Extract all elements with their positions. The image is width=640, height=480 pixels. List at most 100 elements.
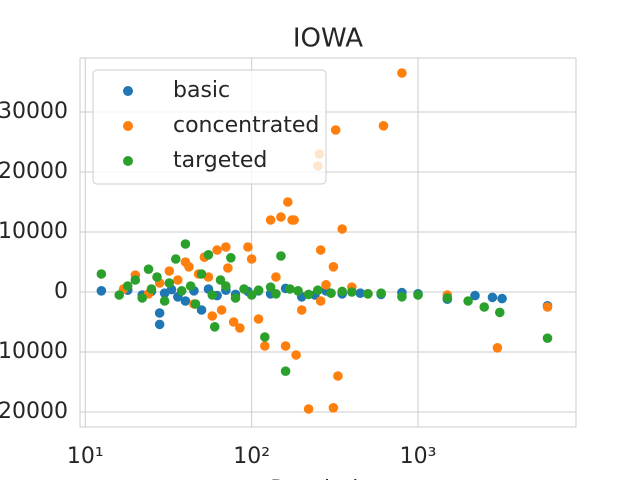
scatter-point [289, 215, 299, 225]
scatter-point [196, 305, 207, 315]
scatter-point [190, 299, 201, 309]
y-tick-label: 30000 [0, 99, 68, 124]
scatter-point [130, 275, 141, 285]
scatter-point [173, 275, 183, 285]
scatter-point [296, 305, 307, 315]
scatter-point [265, 282, 276, 293]
x-tick-label: 10¹ [67, 444, 104, 469]
scatter-point [363, 289, 373, 299]
scatter-point [246, 290, 257, 300]
scatter-point [303, 404, 314, 414]
scatter-point [159, 296, 170, 306]
scatter-point [397, 68, 407, 78]
scatter-point [243, 242, 253, 252]
scatter-point [184, 262, 194, 272]
scatter-point [280, 366, 291, 377]
legend-marker [123, 121, 133, 131]
scatter-point [542, 333, 553, 344]
legend-label: basic [173, 78, 230, 103]
scatter-point [497, 293, 507, 304]
scatter-point [492, 343, 503, 353]
y-tick-label: −10000 [0, 339, 68, 364]
scatter-point [328, 403, 339, 413]
scatter-point [164, 278, 175, 288]
scatter-point [487, 292, 498, 303]
scatter-point [154, 319, 165, 330]
legend-label: targeted [173, 148, 267, 173]
scatter-point [246, 254, 257, 264]
x-axis-label: Population [270, 477, 386, 480]
scatter-point [196, 269, 207, 279]
scatter-point [293, 286, 303, 296]
scatter-point [463, 296, 473, 306]
scatter-point [209, 322, 220, 332]
scatter-point [313, 285, 323, 296]
legend-box [92, 69, 327, 185]
scatter-point [164, 266, 175, 276]
scatter-point [542, 302, 553, 312]
x-tick-label: 10² [233, 444, 270, 469]
scatter-point [260, 332, 270, 342]
scatter-point [276, 251, 286, 261]
scatter-point [337, 224, 347, 234]
scatter-point [303, 289, 314, 300]
scatter-point [494, 307, 505, 318]
scatter-point [137, 293, 148, 303]
scatter-point [239, 284, 249, 294]
scatter-point [376, 288, 386, 299]
scatter-point [479, 302, 490, 312]
scatter-point [413, 290, 423, 300]
legend-marker [123, 156, 133, 166]
scatter-point [185, 281, 196, 291]
x-tick-label: 10³ [400, 444, 437, 469]
y-tick-label: 10000 [0, 219, 68, 244]
scatter-point [285, 284, 295, 294]
scatter-point [253, 285, 264, 296]
scatter-point [226, 252, 236, 263]
scatter-point [260, 341, 270, 351]
scatter-point [378, 121, 389, 131]
scatter-point [291, 350, 301, 360]
scatter-point [143, 264, 154, 275]
scatter-point [283, 197, 293, 207]
scatter-point [330, 125, 341, 135]
scatter-point [228, 317, 239, 327]
y-tick-label: 0 [54, 279, 68, 304]
scatter-point [96, 269, 107, 279]
scatter-point [212, 245, 222, 255]
scatter-point [235, 323, 245, 333]
scatter-point [347, 287, 357, 297]
scatter-point [253, 314, 264, 324]
scatter-point [180, 296, 191, 306]
plot-frame [79, 57, 577, 428]
scatter-point [122, 281, 133, 291]
scatter-point [265, 215, 276, 225]
scatter-point [170, 254, 181, 264]
scatter-point [230, 293, 241, 303]
y-tick-label: −20000 [0, 399, 68, 424]
scatter-point [276, 212, 286, 222]
legend-marker [123, 86, 133, 96]
scatter-point [442, 293, 453, 303]
scatter-point [154, 308, 165, 318]
scatter-point [176, 286, 187, 296]
scatter-point [333, 371, 343, 381]
scatter-point [152, 272, 162, 282]
scatter-point [271, 289, 281, 299]
scatter-point [221, 242, 231, 252]
legend-label: concentrated [173, 113, 319, 138]
scatter-point [280, 341, 291, 351]
scatter-point [355, 288, 366, 299]
scatter-point [337, 286, 347, 297]
scatter-point [470, 290, 480, 301]
scatter-point [114, 290, 125, 300]
scatter-point [96, 286, 107, 296]
scatter-point [223, 263, 233, 273]
scatter-point [326, 288, 336, 299]
scatter-point [397, 292, 407, 302]
scatter-point [221, 281, 231, 291]
scatter-point [203, 250, 214, 260]
scatter-point [146, 284, 157, 294]
scatter-point [207, 311, 218, 321]
scatter-point [207, 290, 218, 300]
